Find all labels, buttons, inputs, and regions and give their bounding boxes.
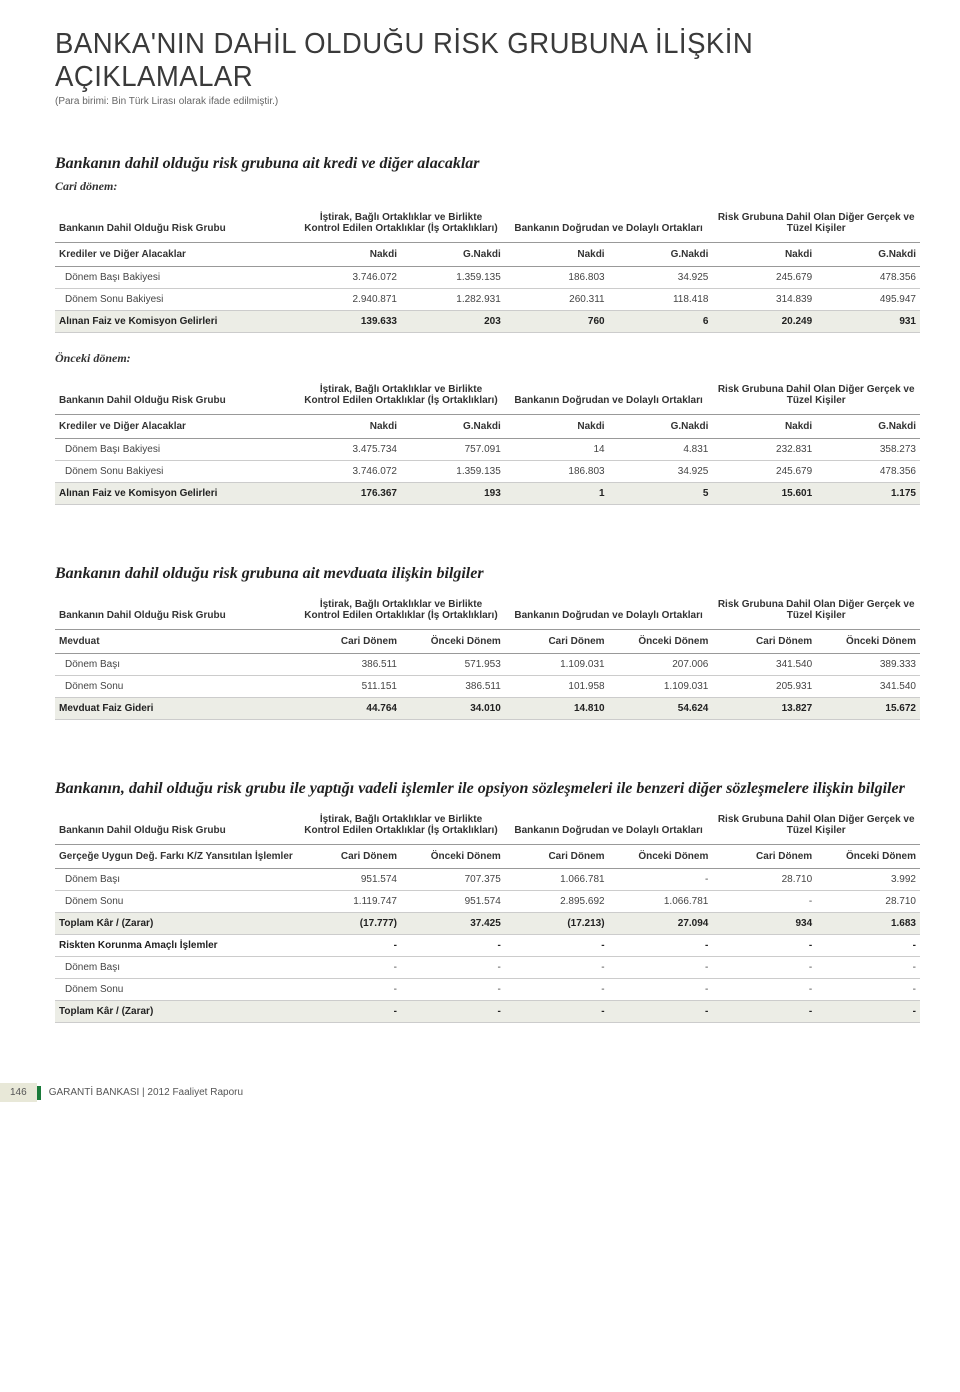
table-derivatives: Bankanın Dahil Olduğu Risk Grubu İştirak…: [55, 804, 920, 1023]
col-group: Bankanın Dahil Olduğu Risk Grubu: [55, 202, 297, 243]
footer-stripe: [37, 1086, 41, 1100]
table-row: Dönem Sonu1.119.747951.5742.895.6921.066…: [55, 891, 920, 913]
table-row: Dönem Sonu Bakiyesi3.746.0721.359.135186…: [55, 461, 920, 483]
section2-title: Bankanın dahil olduğu risk grubuna ait m…: [55, 565, 920, 583]
table-row: Toplam Kâr / (Zarar)(17.777)37.425(17.21…: [55, 913, 920, 935]
table-current-credit: Bankanın Dahil Olduğu Risk Grubu İştirak…: [55, 202, 920, 333]
page-subtitle: (Para birimi: Bin Türk Lirası olarak ifa…: [55, 96, 920, 107]
table-row: Dönem Başı951.574707.3751.066.781-28.710…: [55, 869, 920, 891]
table-row: Dönem Sonu Bakiyesi2.940.8711.282.931260…: [55, 289, 920, 311]
section1-title: Bankanın dahil olduğu risk grubuna ait k…: [55, 155, 920, 173]
page-number: 146: [0, 1083, 37, 1102]
table-row: Mevduat Faiz Gideri44.76434.01014.81054.…: [55, 698, 920, 720]
table-row: Dönem Başı386.511571.9531.109.031207.006…: [55, 654, 920, 676]
page-title: BANKA'NIN DAHİL OLDUĞU RİSK GRUBUNA İLİŞ…: [55, 28, 877, 94]
row-krediler: Krediler ve Diğer Alacaklar: [55, 243, 297, 267]
table-row: Dönem Başı Bakiyesi3.746.0721.359.135186…: [55, 267, 920, 289]
table-row: Dönem Sonu511.151386.511101.9581.109.031…: [55, 676, 920, 698]
table-deposits: Bankanın Dahil Olduğu Risk Grubu İştirak…: [55, 589, 920, 720]
prior-period-label: Önceki dönem:: [55, 351, 920, 366]
table-row: Alınan Faiz ve Komisyon Gelirleri176.367…: [55, 483, 920, 505]
table-row: Dönem Başı------: [55, 957, 920, 979]
page-footer: 146 GARANTİ BANKASI | 2012 Faaliyet Rapo…: [55, 1083, 920, 1102]
table-row: Alınan Faiz ve Komisyon Gelirleri139.633…: [55, 311, 920, 333]
current-period-label: Cari dönem:: [55, 179, 920, 194]
col-h2: Bankanın Doğrudan ve Dolaylı Ortakları: [505, 202, 713, 243]
table-row: Dönem Sonu------: [55, 979, 920, 1001]
footer-text: GARANTİ BANKASI | 2012 Faaliyet Raporu: [49, 1087, 243, 1098]
table-row: Dönem Başı Bakiyesi3.475.734757.091144.8…: [55, 439, 920, 461]
section3-title: Bankanın, dahil olduğu risk grubu ile ya…: [55, 780, 920, 798]
col-h1: İştirak, Bağlı Ortaklıklar ve Birlikte K…: [297, 202, 505, 243]
table-row: Toplam Kâr / (Zarar)------: [55, 1001, 920, 1023]
table-prior-credit: Bankanın Dahil Olduğu Risk Grubu İştirak…: [55, 374, 920, 505]
col-h3: Risk Grubuna Dahil Olan Diğer Gerçek ve …: [712, 202, 920, 243]
table-row: Riskten Korunma Amaçlı İşlemler------: [55, 935, 920, 957]
